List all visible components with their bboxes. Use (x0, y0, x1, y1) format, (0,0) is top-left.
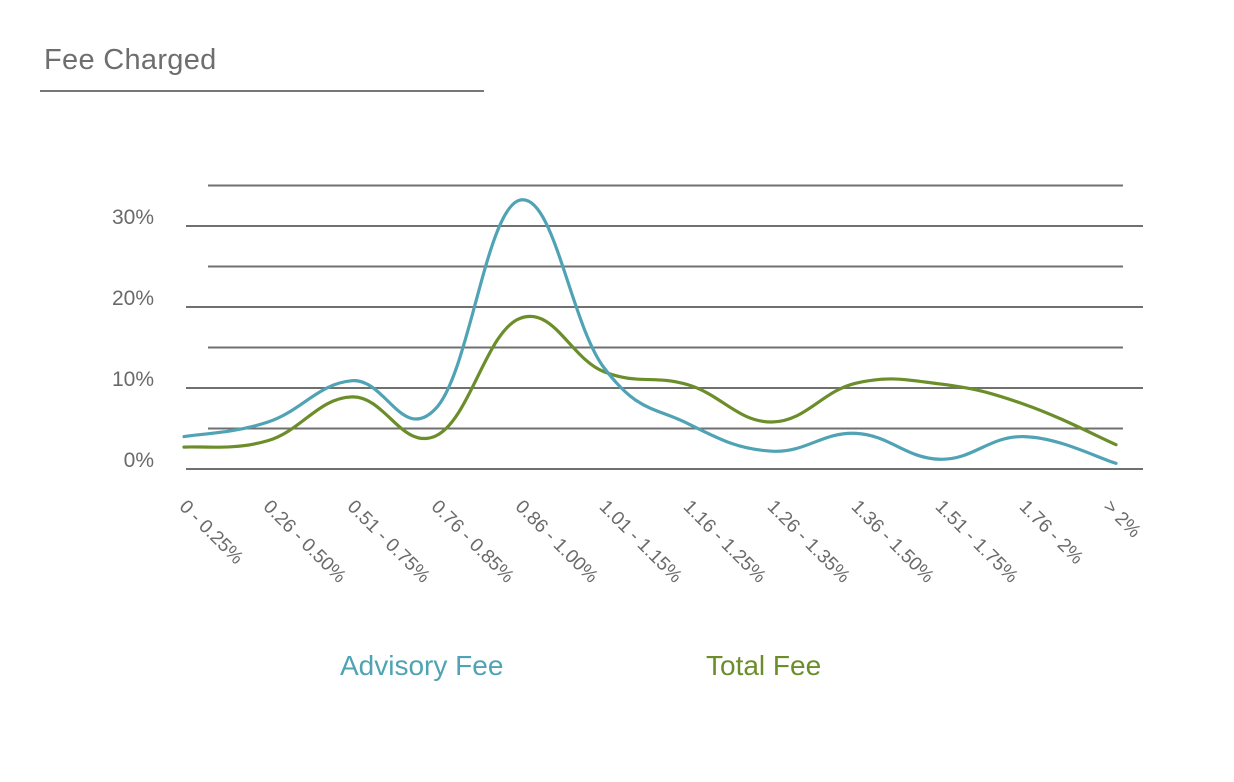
legend-total-fee: Total Fee (706, 650, 822, 681)
x-tick-label: 0.86 - 1.00% (511, 496, 602, 587)
x-tick-label: 0.26 - 0.50% (259, 496, 350, 587)
total-fee-line (182, 314, 1118, 449)
y-tick-label: 10% (112, 368, 154, 391)
y-tick-label: 0% (124, 449, 154, 472)
x-axis-labels: 0 - 0.25% 0.26 - 0.50%0.51 - 0.75%0.76 - … (175, 496, 1145, 587)
chart-title: Fee Charged (44, 44, 217, 76)
x-tick-label: 1.26 - 1.35% (763, 496, 854, 587)
legend-advisory-fee: Advisory Fee (340, 650, 504, 681)
x-tick-label: 0.76 - 0.85% (427, 496, 518, 587)
x-tick-label: 1.76 - 2% (1015, 496, 1087, 568)
x-tick-label: 0 - 0.25% (175, 496, 247, 568)
x-tick-label: 1.01 - 1.15% (595, 496, 686, 587)
x-tick-label: 1.36 - 1.50% (847, 496, 938, 587)
x-tick-label: 1.51 - 1.75% (931, 496, 1022, 587)
x-tick-label: 1.16 - 1.25% (679, 496, 770, 587)
gridlines (186, 184, 1143, 470)
x-tick-label: 0.51 - 0.75% (343, 496, 434, 587)
y-tick-label: 20% (112, 287, 154, 310)
x-tick-label: > 2% (1099, 496, 1145, 542)
title-underline (40, 90, 484, 92)
advisory-fee-line (182, 198, 1118, 465)
y-axis-labels: 30% 20% 10% 0% (112, 206, 154, 472)
y-tick-label: 30% (112, 206, 154, 229)
